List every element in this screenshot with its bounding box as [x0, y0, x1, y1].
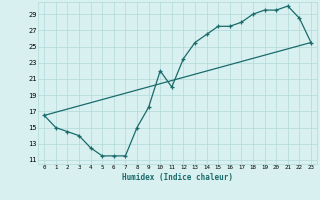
X-axis label: Humidex (Indice chaleur): Humidex (Indice chaleur) [122, 173, 233, 182]
